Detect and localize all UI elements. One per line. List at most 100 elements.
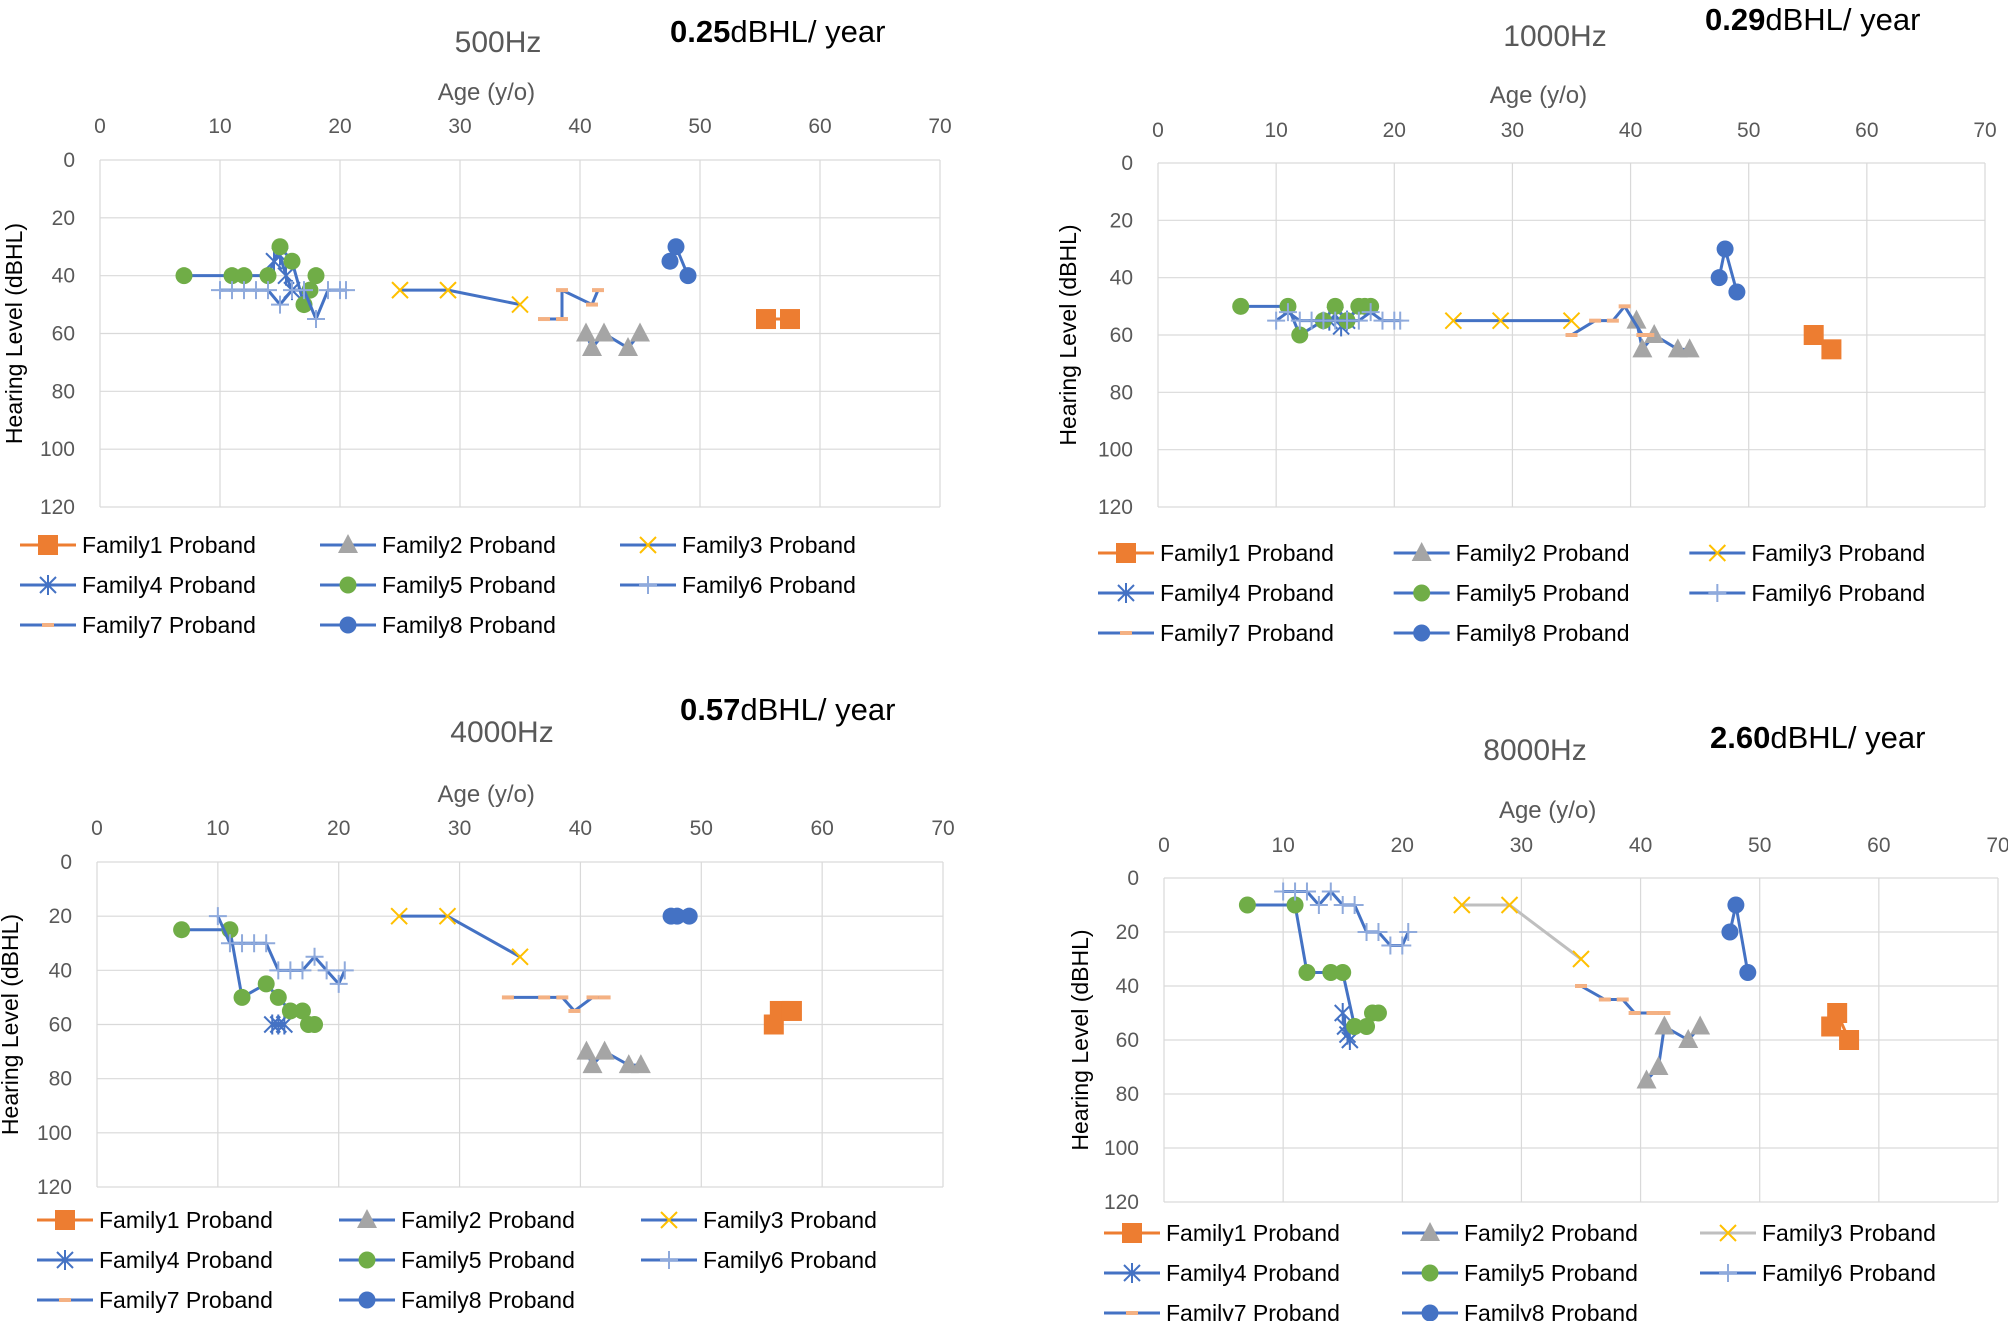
legend-label: Family6 Proband	[1762, 1260, 1936, 1286]
data-point-family2	[594, 322, 614, 342]
series-line-family7	[507, 995, 605, 1013]
legend-label: Family8 Proband	[1456, 620, 1630, 646]
legend-label: Family4 Proband	[1160, 580, 1334, 606]
data-point-family7	[1598, 997, 1611, 1002]
data-point-family6	[1309, 896, 1328, 914]
data-point-family5	[1358, 1018, 1376, 1035]
y-axis-title: Hearing Level (dBHL)	[0, 914, 23, 1135]
y-tick-label: 60	[49, 1014, 72, 1037]
legend-item-family3: Family3 Proband	[1689, 540, 1925, 566]
data-point-family5	[223, 267, 241, 285]
series-family1	[1803, 325, 1842, 360]
series-family5	[1238, 896, 1387, 1035]
data-point-family7	[538, 317, 550, 322]
data-point-family8	[1739, 964, 1757, 981]
data-point-family6	[208, 907, 227, 926]
legend-marker	[1719, 1264, 1737, 1282]
legend-label: Family3 Proband	[1751, 540, 1925, 566]
chart-title: 8000Hz	[1483, 734, 1586, 767]
data-point-family8	[680, 907, 698, 925]
y-tick-label: 20	[1116, 921, 1139, 944]
series-family7	[1575, 984, 1671, 1015]
legend-marker	[1708, 544, 1727, 562]
data-point-family1	[1827, 1003, 1848, 1023]
y-axis-title: Hearing Level (dBHL)	[1, 223, 27, 444]
data-point-family7	[556, 995, 569, 1000]
x-tick-label: 40	[1629, 834, 1652, 857]
legend-marker	[339, 616, 357, 634]
x-tick-label: 60	[810, 817, 833, 840]
x-tick-label: 30	[448, 817, 471, 840]
legend-marker	[1413, 584, 1431, 602]
y-tick-label: 20	[49, 905, 72, 928]
x-tick-label: 40	[569, 817, 592, 840]
data-point-family2	[1636, 1069, 1657, 1089]
data-point-family3	[1572, 950, 1590, 968]
legend-marker	[1126, 1311, 1138, 1315]
data-point-family2	[576, 1040, 597, 1060]
data-point-family7	[1589, 318, 1602, 323]
data-point-family7	[568, 1008, 581, 1013]
y-tick-label: 120	[1098, 496, 1133, 519]
data-point-family8	[1721, 923, 1739, 941]
legend-marker	[639, 536, 657, 554]
y-tick-label: 40	[1116, 975, 1139, 998]
series-family2	[1626, 309, 1700, 358]
legend-item-family6: Family6 Proband	[641, 1247, 877, 1273]
x-tick-label: 30	[448, 115, 471, 138]
data-point-family5	[175, 267, 193, 285]
data-point-family5	[233, 988, 251, 1006]
legend-item-family4: Family4 Proband	[1098, 580, 1334, 606]
data-point-family6	[305, 947, 324, 966]
rate-annotation: 0.25dBHL/ year	[670, 14, 885, 49]
x-tick-label: 70	[931, 817, 954, 840]
x-tick-label: 10	[208, 115, 231, 138]
data-point-family3	[1500, 896, 1519, 914]
chart-title: 500Hz	[455, 26, 542, 59]
y-tick-label: 0	[60, 851, 72, 874]
rate-value: 2.60	[1710, 720, 1770, 755]
data-point-family2	[1654, 1015, 1675, 1035]
y-tick-label: 40	[52, 265, 75, 288]
legend-label: Family7 Proband	[1160, 620, 1334, 646]
legend-marker	[660, 1211, 678, 1229]
x-axis-title: Age (y/o)	[1499, 797, 1596, 824]
data-point-family6	[337, 281, 355, 300]
data-point-family5	[271, 238, 289, 256]
legend-item-family5: Family5 Proband	[1393, 580, 1630, 606]
legend-item-family7: Family7 Proband	[20, 612, 256, 638]
legend-marker	[357, 1209, 377, 1228]
x-tick-label: 50	[1748, 834, 1771, 857]
data-point-family1	[756, 309, 776, 330]
x-tick-label: 40	[1619, 119, 1642, 142]
legend-item-family3: Family3 Proband	[1700, 1220, 1936, 1246]
legend-item-family1: Family1 Proband	[37, 1207, 273, 1233]
legend-item-family8: Family8 Proband	[1393, 620, 1630, 646]
series-family6	[208, 907, 354, 993]
data-point-family6	[1369, 923, 1388, 941]
legend-label: Family5 Proband	[1464, 1260, 1638, 1286]
y-tick-label: 120	[1104, 1191, 1139, 1214]
data-point-family1	[781, 1000, 802, 1021]
data-point-family7	[1575, 984, 1587, 988]
legend-label: Family5 Proband	[401, 1247, 575, 1273]
data-point-family7	[1616, 997, 1629, 1002]
data-point-family7	[586, 995, 599, 1000]
legend-label: Family2 Proband	[1464, 1220, 1638, 1246]
series-family6	[1267, 303, 1410, 330]
legend-item-family6: Family6 Proband	[620, 572, 856, 598]
chart-title: 1000Hz	[1503, 20, 1606, 53]
chart-panel-1000Hz: 1000Hz 0.29dBHL/ year Age (y/o) 0 10 20 30 40 50…	[1055, 2, 1997, 646]
series-family2	[576, 1040, 651, 1074]
x-tick-label: 10	[1271, 834, 1294, 857]
data-point-family6	[1393, 936, 1412, 955]
legend-marker	[1117, 583, 1135, 603]
x-tick-label: 60	[1867, 834, 1890, 857]
legend-item-family8: Family8 Proband	[339, 1287, 575, 1313]
data-point-family6	[317, 961, 336, 980]
rate-unit: dBHL/ year	[730, 14, 885, 49]
legend-marker	[1421, 1304, 1439, 1321]
x-tick-label: 30	[1501, 119, 1524, 142]
y-tick-label: 0	[63, 149, 75, 172]
x-axis-title: Age (y/o)	[437, 781, 534, 808]
